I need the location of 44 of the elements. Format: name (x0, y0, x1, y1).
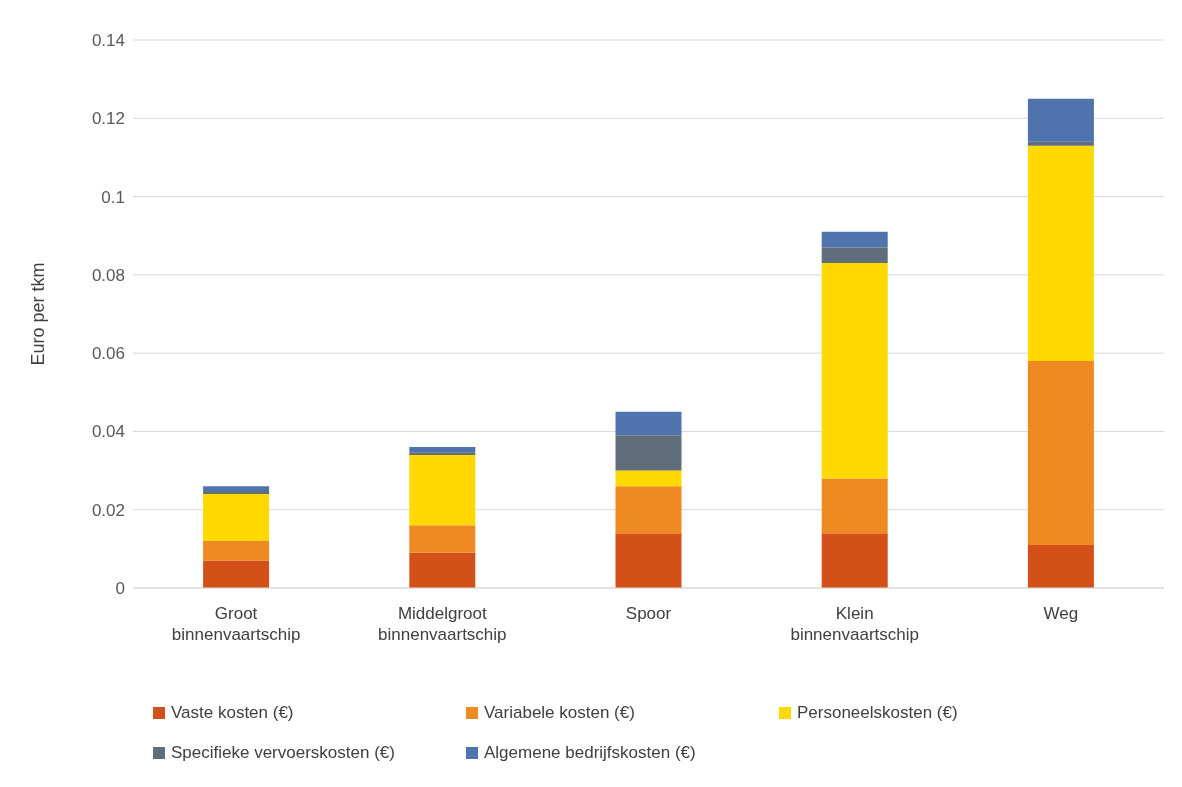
bar (821, 533, 888, 588)
bar (615, 470, 682, 487)
y-tick-label: 0.02 (91, 500, 125, 520)
y-axis-title: Euro per tkm (28, 262, 49, 366)
bar (821, 478, 888, 534)
bar (203, 494, 270, 542)
x-tick-label: Klein binnenvaartschip (790, 604, 919, 644)
bar (615, 533, 682, 588)
bar (821, 247, 888, 264)
bar (1027, 98, 1094, 142)
bar (409, 525, 476, 553)
bar (203, 560, 270, 588)
bar (409, 454, 476, 526)
y-tick-label: 0.04 (91, 422, 125, 442)
y-tick-label: 0.06 (91, 344, 125, 364)
bar (821, 231, 888, 248)
y-tick-label: 0.12 (91, 109, 125, 129)
legend-label: Variabele kosten (€) (484, 703, 635, 723)
bar (409, 447, 476, 453)
x-tick-label: Middelgroot binnenvaartschip (378, 604, 507, 644)
bar (203, 541, 270, 561)
bar (821, 263, 888, 479)
bar (1027, 544, 1094, 588)
bar (615, 435, 682, 471)
x-tick-label: Groot binnenvaartschip (171, 604, 301, 644)
legend-label: Vaste kosten (€) (171, 703, 294, 723)
bar (1027, 145, 1094, 361)
legend-label: Personeelskosten (€) (797, 703, 958, 723)
bar (1027, 360, 1094, 545)
bar (409, 552, 476, 588)
y-tick-label: 0.08 (91, 265, 125, 285)
bar (615, 411, 682, 436)
bar (203, 486, 270, 491)
y-tick-label: 0.14 (91, 31, 125, 51)
bar (203, 490, 270, 495)
y-tick-label: 0.1 (101, 187, 125, 207)
bar (1027, 141, 1094, 146)
y-tick-label: 0 (115, 579, 125, 599)
x-tick-label: Weg (1043, 604, 1079, 624)
bar (409, 452, 476, 455)
legend-label: Algemene bedrijfskosten (€) (484, 743, 696, 763)
legend-label: Specifieke vervoerskosten (€) (171, 743, 395, 763)
bar (615, 486, 682, 534)
x-tick-label: Spoor (625, 604, 672, 624)
